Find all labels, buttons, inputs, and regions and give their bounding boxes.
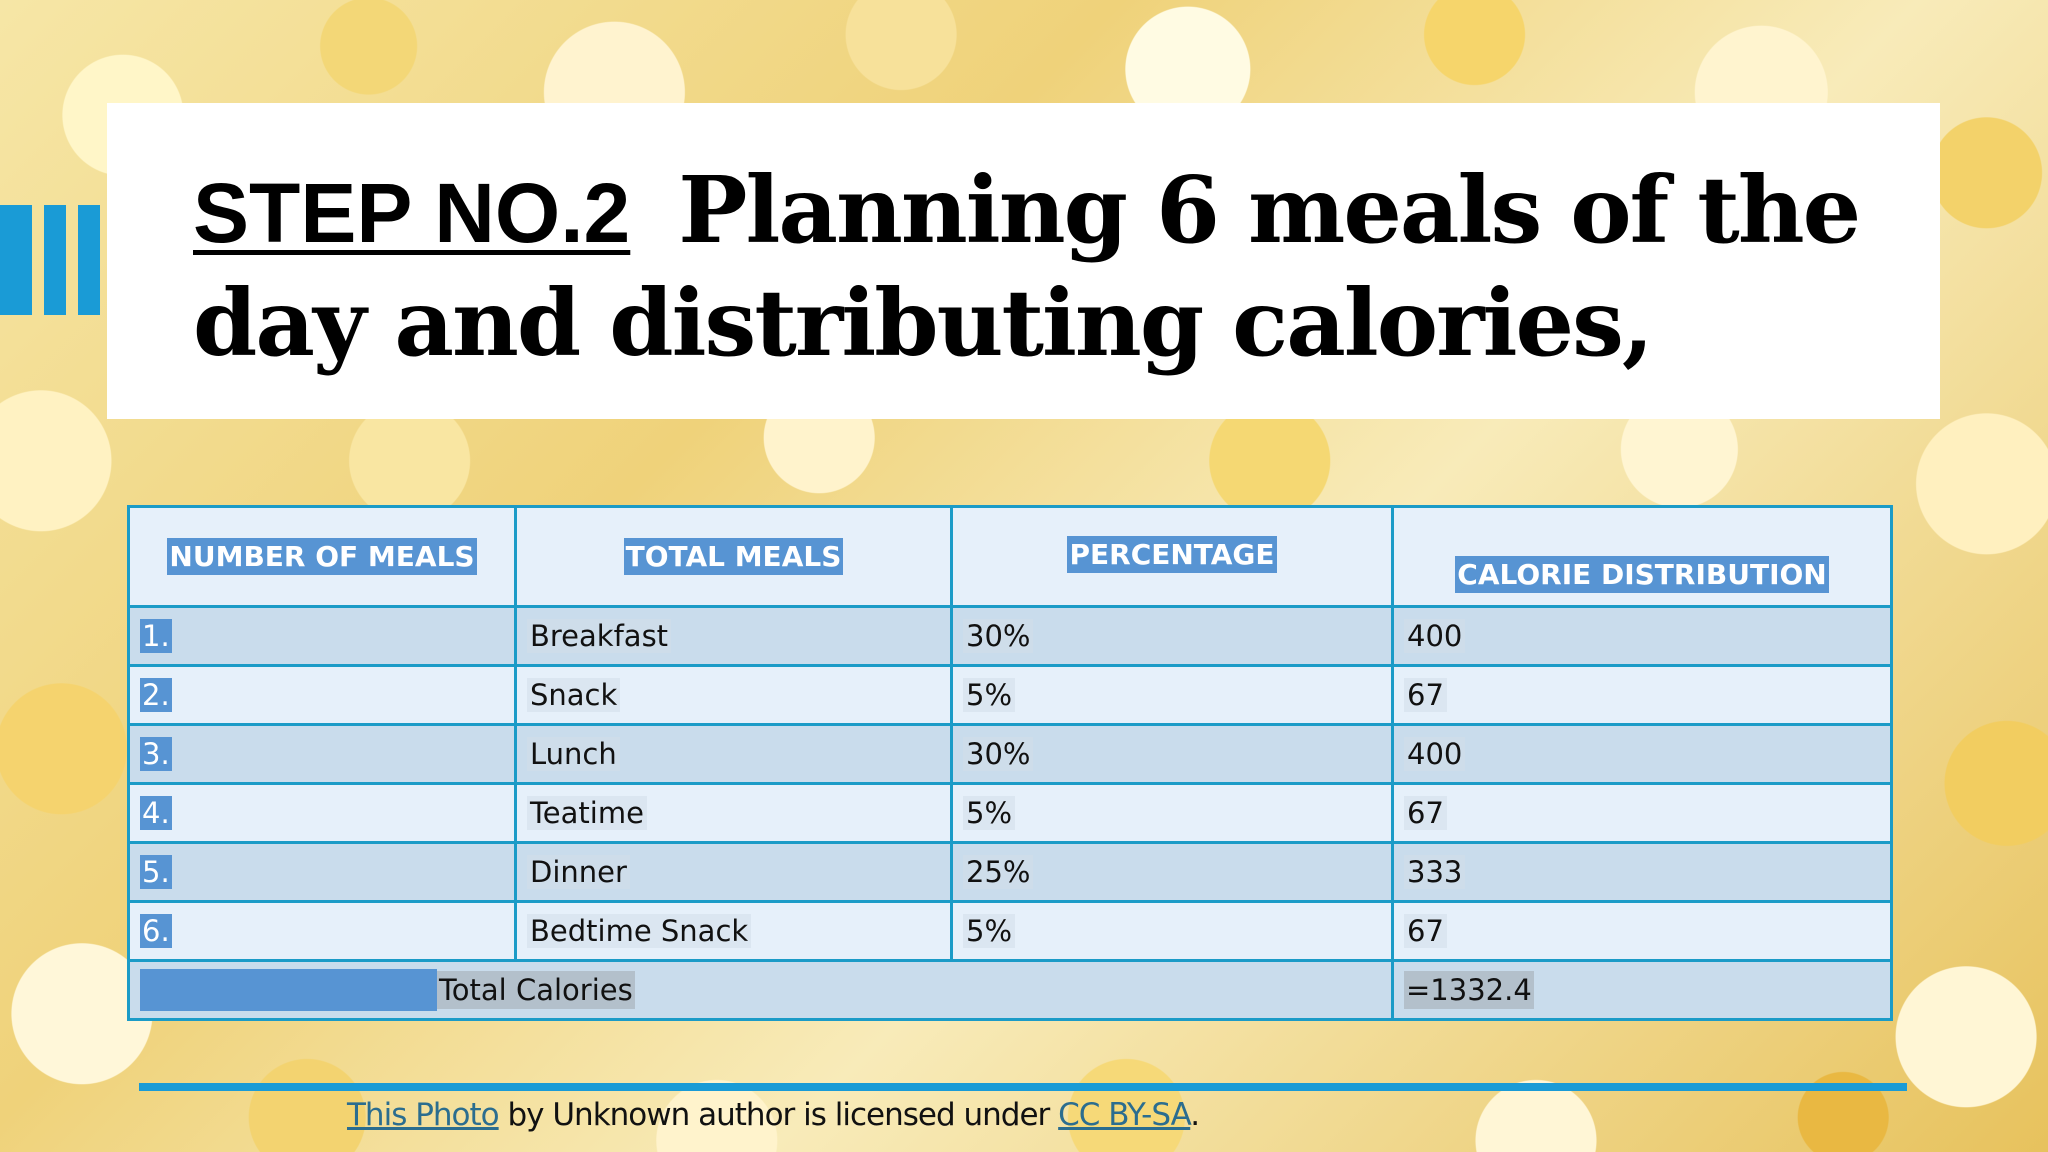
accent-bar [44,205,66,315]
row-calories: 400 [1404,619,1466,653]
table-row: 4. Teatime 5% 67 [127,782,1893,844]
header-cell: TOTAL MEALS [514,505,953,608]
row-number: 3. [140,737,172,771]
row-percentage: 5% [963,796,1016,830]
row-meal-cell: Lunch [514,723,953,785]
header-cell: CALORIE DISTRIBUTION [1391,505,1893,608]
row-percentage-cell: 5% [950,900,1394,962]
row-meal: Bedtime Snack [527,914,752,948]
bottom-rule [139,1083,1907,1091]
table-row: 3. Lunch 30% 400 [127,723,1893,785]
row-percentage-cell: 30% [950,723,1394,785]
row-calories: 333 [1404,855,1466,889]
row-calories: 67 [1404,914,1447,948]
total-label: Total Calories [437,971,635,1009]
total-highlight-bar [140,969,437,1011]
license-link[interactable]: CC BY-SA [1058,1097,1191,1133]
row-meal-cell: Dinner [514,841,953,903]
accent-bars [0,205,108,315]
accent-bar [0,205,32,315]
row-calories-cell: 67 [1391,900,1893,962]
row-meal: Dinner [527,855,630,889]
row-percentage: 30% [963,619,1034,653]
row-calories: 67 [1404,678,1447,712]
header-calorie-distribution: CALORIE DISTRIBUTION [1455,556,1829,593]
table-row: 1. Breakfast 30% 400 [127,605,1893,667]
row-calories-cell: 67 [1391,782,1893,844]
total-value: =1332.4 [1404,971,1534,1009]
row-number-cell: 5. [127,841,517,903]
row-percentage: 5% [963,914,1016,948]
row-number: 4. [140,796,172,830]
row-percentage: 25% [963,855,1034,889]
row-meal-cell: Breakfast [514,605,953,667]
row-calories-cell: 333 [1391,841,1893,903]
row-number-cell: 4. [127,782,517,844]
row-percentage-cell: 25% [950,841,1394,903]
header-cell: PERCENTAGE [950,505,1394,608]
total-label-cell: Total Calories [127,959,1394,1021]
header-cell: NUMBER OF MEALS [127,505,517,608]
row-meal-cell: Teatime [514,782,953,844]
credit-text: by Unknown author is licensed under [498,1097,1059,1133]
row-percentage-cell: 5% [950,664,1394,726]
row-number: 2. [140,678,172,712]
total-row: Total Calories =1332.4 [127,959,1893,1021]
header-total-meals: TOTAL MEALS [623,538,844,575]
row-number-cell: 6. [127,900,517,962]
row-number: 5. [140,855,172,889]
row-calories-cell: 400 [1391,605,1893,667]
row-number-cell: 2. [127,664,517,726]
row-number-cell: 1. [127,605,517,667]
title-box: STEP NO.2 Planning 6 meals of the day and… [107,103,1940,419]
row-number-cell: 3. [127,723,517,785]
accent-bar [78,205,100,315]
meal-table: NUMBER OF MEALS TOTAL MEALS PERCENTAGE C… [127,505,1893,1021]
row-number: 6. [140,914,172,948]
photo-link[interactable]: This Photo [347,1097,500,1133]
row-meal: Snack [527,678,621,712]
table-row: 6. Bedtime Snack 5% 67 [127,900,1893,962]
row-calories: 67 [1404,796,1447,830]
row-meal-cell: Snack [514,664,953,726]
photo-credit: This Photo by Unknown author is licensed… [347,1097,1200,1133]
row-calories-cell: 400 [1391,723,1893,785]
row-percentage: 30% [963,737,1034,771]
row-percentage: 5% [963,678,1016,712]
header-percentage: PERCENTAGE [1067,536,1277,573]
row-number: 1. [140,619,172,653]
step-label: STEP NO.2 [193,166,631,260]
row-percentage-cell: 30% [950,605,1394,667]
row-meal: Lunch [527,737,620,771]
header-number-of-meals: NUMBER OF MEALS [167,538,477,575]
credit-end: . [1190,1097,1200,1133]
total-value-cell: =1332.4 [1391,959,1893,1021]
title-line-2: day and distributing calories, [193,269,1654,377]
title-text-1: Planning 6 meals of the [678,156,1861,264]
row-calories-cell: 67 [1391,664,1893,726]
table-row: 2. Snack 5% 67 [127,664,1893,726]
row-percentage-cell: 5% [950,782,1394,844]
row-meal-cell: Bedtime Snack [514,900,953,962]
title-line-1: STEP NO.2 Planning 6 meals of the [193,155,1940,268]
row-calories: 400 [1404,737,1466,771]
row-meal: Teatime [527,796,647,830]
row-meal: Breakfast [527,619,672,653]
table-header-row: NUMBER OF MEALS TOTAL MEALS PERCENTAGE C… [127,505,1893,608]
table-row: 5. Dinner 25% 333 [127,841,1893,903]
